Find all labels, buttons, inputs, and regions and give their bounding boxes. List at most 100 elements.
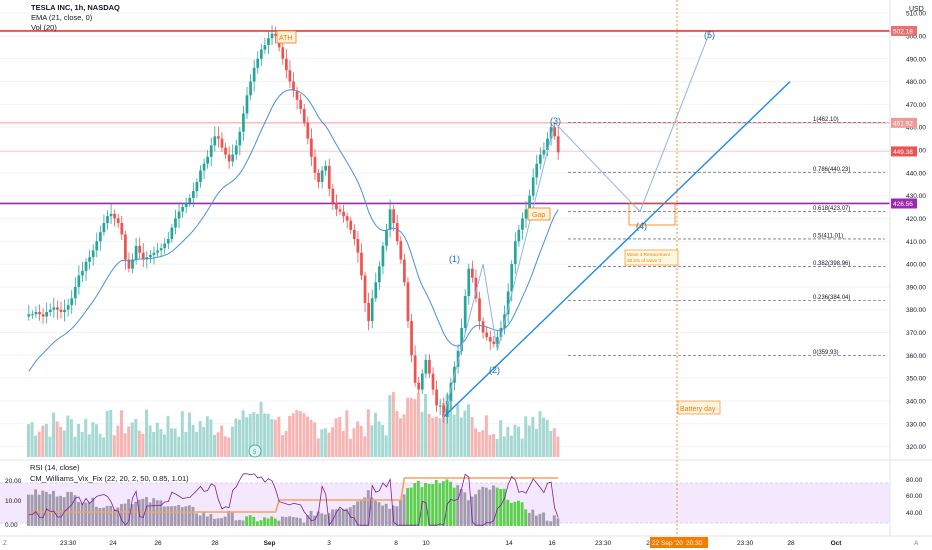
volume-bar [162,434,166,457]
time-tick-label: 28 [787,540,795,547]
vix-bar [84,502,88,526]
gap-label: Gap [532,212,545,219]
vix-bar [370,497,374,526]
vix-bar [230,511,234,526]
volume-bar [556,436,560,457]
volume-bar [424,394,428,457]
time-tick-label: 28 [211,540,219,547]
candle-body [553,127,556,137]
vix-bar [238,519,241,526]
volume-bar [452,414,456,457]
vix-bar [373,500,377,526]
price-tick-label: 430.00 [906,193,926,200]
candle-body [141,252,145,260]
vix-bar [441,481,445,526]
volume-bar [506,426,510,457]
candle-body [413,355,417,383]
candle-body [127,259,131,269]
candle-body [470,268,474,278]
candle-body [428,359,431,374]
volume-bar [266,413,270,457]
volume-bar [191,424,195,457]
vix-bar [506,499,510,526]
vix-bar [298,518,302,526]
time-tick-label: 26 [154,540,162,547]
vix-bar [323,514,327,526]
volume-bar [495,438,499,457]
candle-body [270,33,274,39]
candle-body [116,218,120,224]
battery-day-label: Battery day [680,406,716,413]
volume-bars [27,392,560,457]
volume-bar [356,421,360,457]
vix-bar [69,491,73,526]
candle-body [73,286,77,299]
vix-bar [116,507,120,526]
fib-level-label: 0.618(423.07) [813,206,850,212]
volume-bar [345,410,349,457]
volume-bar [331,427,335,457]
candle-body [159,248,163,251]
price-axis[interactable]: 320.00 330.00 340.00 350.00 360.00 370.00 380.… [5,0,926,536]
candle-body [313,156,317,173]
vix-bar [388,508,392,526]
vix-bar [105,505,109,526]
candle-body [395,223,399,242]
trend-drawings: (1) (2) (3) (4) (5) [443,0,791,536]
volume-bar [320,429,324,457]
vix-bar [309,510,313,526]
vix-bar [291,517,295,526]
vix-bar [109,505,113,526]
vix-bar [48,494,52,526]
volume-bar [166,415,170,457]
vix-bar [438,483,442,526]
ath-box [276,30,297,44]
vix-bar [220,518,224,526]
volume-bar [531,416,535,457]
volume-bar [177,436,181,457]
candle-body [63,309,66,312]
candle-body [356,238,360,253]
volume-bar [41,425,45,457]
volume-bar [545,419,549,457]
horizontal-levels [0,30,890,205]
volume-bar [306,416,309,457]
volume-bar [309,419,313,457]
volume-bar [155,422,159,457]
volume-bar [288,416,292,457]
vix-bar [180,507,184,526]
volume-bar [152,432,156,457]
volume-bar [252,412,256,457]
volume-bar [263,413,267,457]
candle-body [213,136,217,146]
currency-label[interactable]: USD [909,6,924,13]
volume-bar [195,431,199,457]
vix-bar [227,510,231,526]
time-axis[interactable]: 23:30 24 26 28 Sep 3 8 10 14 16 23:30 2 23:30 28 Oct 22… [0,535,932,548]
volume-bar [295,409,299,457]
price-tick-label: 440.00 [906,170,926,177]
candle-body [381,245,385,267]
volume-bar [116,425,120,457]
volume-bar [77,424,81,457]
candle-body [56,307,59,310]
vix-bar [481,486,485,526]
candle-body [234,145,238,155]
volume-bar [384,435,388,457]
candle-body [138,245,142,253]
time-tick-label: 23:30 [737,540,754,547]
grid [0,12,890,448]
candle-body [388,209,392,230]
volume-bar [445,394,449,457]
vix-bar [334,509,338,526]
volume-bar [488,434,492,457]
candle-body [467,268,471,297]
volume-bar [123,433,127,457]
price-badge [891,25,917,36]
candle-body [292,81,295,91]
vix-bar [459,489,463,526]
vix-bar [280,516,284,526]
volume-bar [334,418,338,457]
vix-bar [173,506,177,526]
